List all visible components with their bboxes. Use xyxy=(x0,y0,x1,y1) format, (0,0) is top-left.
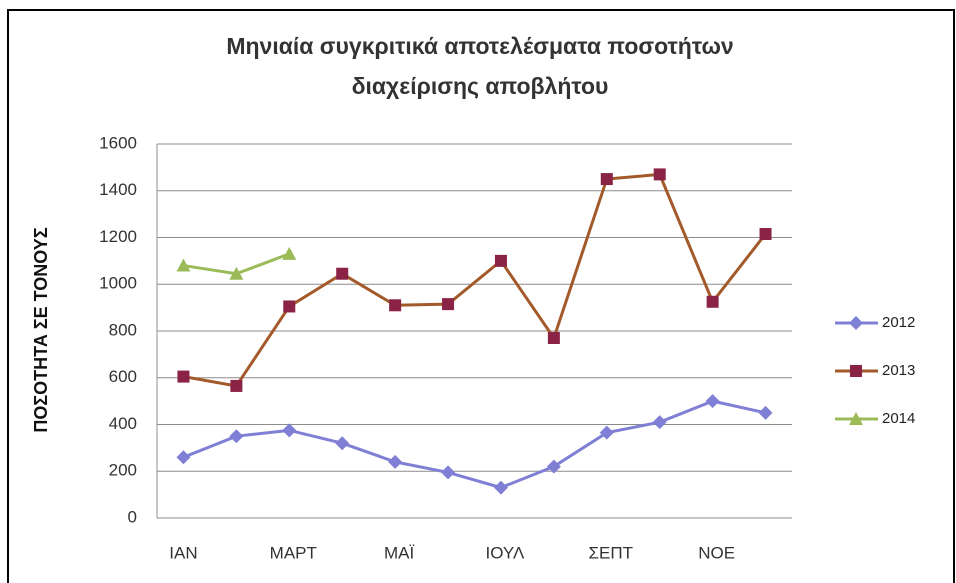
marker xyxy=(758,405,773,420)
marker xyxy=(335,436,350,451)
chart-title: Μηνιαία συγκριτικά αποτελέσματα ποσοτήτω… xyxy=(226,33,733,59)
marker xyxy=(388,454,403,469)
marker xyxy=(229,429,244,444)
y-tick-label: 600 xyxy=(109,367,137,386)
marker xyxy=(230,379,243,392)
marker xyxy=(652,415,667,430)
marker xyxy=(705,394,720,409)
marker xyxy=(176,450,191,465)
marker xyxy=(493,480,508,495)
x-tick-label: ΙΟΥΛ xyxy=(486,543,525,562)
x-tick-label: ΜΑΡΤ xyxy=(270,543,317,562)
marker xyxy=(229,266,244,280)
y-tick-label: 1600 xyxy=(99,133,137,152)
marker xyxy=(759,227,772,240)
y-tick-label: 1200 xyxy=(99,227,137,246)
marker xyxy=(849,412,863,425)
marker xyxy=(494,254,507,267)
series-line xyxy=(183,172,767,388)
x-tick-label: ΙΑΝ xyxy=(169,543,197,562)
legend-label: 2014 xyxy=(882,410,915,427)
frame xyxy=(7,9,955,583)
legend-label: 2012 xyxy=(882,314,915,331)
y-tick-label: 800 xyxy=(109,320,137,339)
x-tick-label: ΣΕΠΤ xyxy=(589,543,634,562)
marker xyxy=(599,425,614,440)
chart-title: διαχείρισης αποβλήτου xyxy=(352,73,609,99)
marker xyxy=(849,316,863,330)
y-tick-label: 1400 xyxy=(99,180,137,199)
marker xyxy=(176,258,191,272)
marker xyxy=(283,300,296,313)
marker xyxy=(850,365,862,377)
y-tick-label: 200 xyxy=(109,461,137,480)
marker xyxy=(442,298,455,311)
x-tick-label: ΜΑΪ xyxy=(384,543,415,562)
marker xyxy=(441,465,456,480)
marker xyxy=(177,370,190,383)
marker xyxy=(706,295,719,308)
y-tick-label: 1000 xyxy=(99,274,137,293)
x-tick-label: ΝΟΕ xyxy=(698,543,735,562)
marker xyxy=(389,299,402,312)
y-tick-label: 400 xyxy=(109,414,137,433)
marker xyxy=(547,332,560,345)
marker xyxy=(282,246,297,260)
y-tick-label: 0 xyxy=(128,507,137,526)
legend-label: 2013 xyxy=(882,362,915,379)
marker xyxy=(336,267,349,280)
y-axis-label: ΠΟΣΟΤΗΤΑ ΣΕ ΤΟΝΟΥΣ xyxy=(31,227,51,432)
marker xyxy=(546,459,561,474)
series-line xyxy=(182,399,766,490)
marker xyxy=(653,168,666,181)
marker xyxy=(600,173,613,186)
marker xyxy=(282,423,297,438)
